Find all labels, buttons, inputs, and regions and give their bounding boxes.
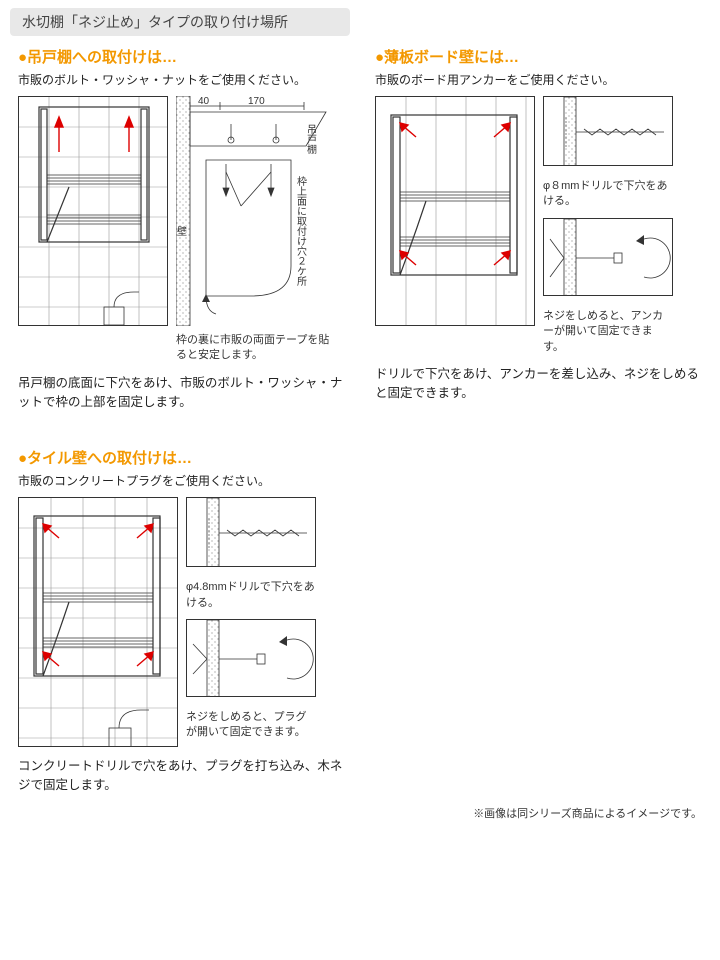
tile-sub: 市販のコンクリートプラグをご使用ください。 [18,472,345,489]
board-detail-col: φ８mmドリルで下穴をあける。 ネジをしめると、アンカーが開いて固定できます。 [543,96,673,355]
tile-title: ●タイル壁への取付けは… [18,447,345,468]
section-tile: ●タイル壁への取付けは… 市販のコンクリートプラグをご使用ください。 [18,447,345,795]
board-cap2: ネジをしめると、アンカーが開いて固定できます。 [543,309,673,355]
board-cap1: φ８mmドリルで下穴をあける。 [543,179,673,210]
board-title: ●薄板ボード壁には… [375,46,702,67]
label-holes: 枠上面に取付け穴２ケ所 [295,175,307,287]
cabinet-sub: 市販のボルト・ワッシャ・ナットをご使用ください。 [18,71,345,88]
footnote: ※画像は同シリーズ商品によるイメージです。 [0,795,720,837]
page-header: 水切棚「ネジ止め」タイプの取り付け場所 [10,8,350,36]
cabinet-tape-caption: 枠の裏に市販の両面テープを貼ると安定します。 [176,333,336,364]
tile-detail-col: φ4.8mmドリルで下穴をあける。 ネジをしめると、プラグが開いて固定できます。 [186,497,316,741]
cabinet-sideview-diagram: 壁 40 170 吊戸棚 [176,96,336,326]
dim-40: 40 [198,96,210,107]
cabinet-bottom: 吊戸棚の底面に下穴をあけ、市販のボルト・ワッシャ・ナットで枠の上部を固定します。 [18,374,345,412]
tile-cap1: φ4.8mmドリルで下穴をあける。 [186,580,316,611]
row-bottom: ●タイル壁への取付けは… 市販のコンクリートプラグをご使用ください。 [0,447,720,795]
board-bottom: ドリルで下穴をあけ、アンカーを差し込み、ネジをしめると固定できます。 [375,365,702,403]
label-wall: 壁 [176,225,187,236]
section-board: ●薄板ボード壁には… 市販のボード用アンカーをご使用ください。 [375,46,702,411]
tile-plug-diagram [186,619,316,697]
cabinet-title: ●吊戸棚への取付けは… [18,46,345,67]
cabinet-rack-diagram [18,96,168,326]
board-sub: 市販のボード用アンカーをご使用ください。 [375,71,702,88]
row-top: ●吊戸棚への取付けは… 市販のボルト・ワッシャ・ナットをご使用ください。 [0,46,720,411]
board-drill-diagram [543,96,673,166]
tile-rack-diagram [18,497,178,747]
board-rack-diagram [375,96,535,326]
board-anchor-diagram [543,218,673,296]
tile-bottom: コンクリートドリルで穴をあけ、プラグを打ち込み、木ネジで固定します。 [18,757,345,795]
label-cabinet: 吊戸棚 [305,124,317,155]
tile-drill-diagram [186,497,316,567]
section-cabinet: ●吊戸棚への取付けは… 市販のボルト・ワッシャ・ナットをご使用ください。 [18,46,345,411]
tile-cap2: ネジをしめると、プラグが開いて固定できます。 [186,710,316,741]
cabinet-sideview-wrap: 壁 40 170 吊戸棚 [176,96,336,364]
dim-170: 170 [248,96,265,107]
